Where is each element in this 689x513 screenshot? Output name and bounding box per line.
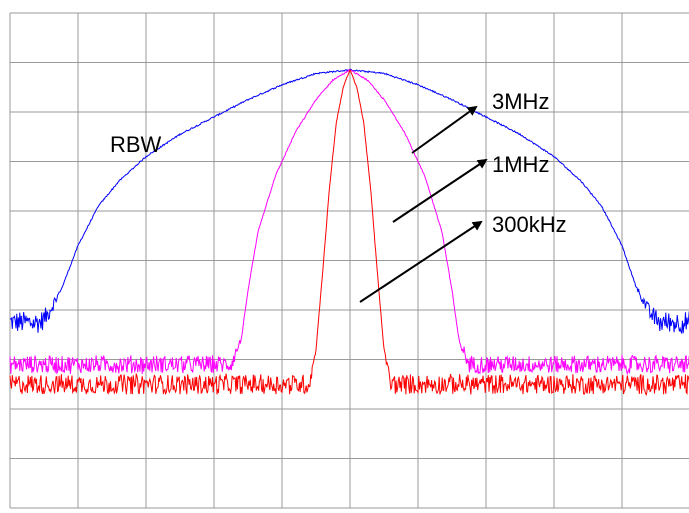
legend-label-3mhz: 3MHz (492, 89, 549, 114)
legend-label-1mhz: 1MHz (492, 152, 549, 177)
arrow-1mhz (392, 158, 488, 223)
annotation-arrows (359, 105, 488, 303)
arrow-300khz (359, 220, 483, 303)
arrow-3mhz (411, 105, 478, 154)
legend-label-300khz: 300kHz (492, 212, 567, 237)
traces (9, 68, 689, 397)
series-line-300khz (9, 69, 689, 397)
grid (9, 12, 689, 509)
labels: RBW 3MHz 1MHz 300kHz (110, 89, 567, 237)
annotation-rbw: RBW (110, 132, 162, 157)
